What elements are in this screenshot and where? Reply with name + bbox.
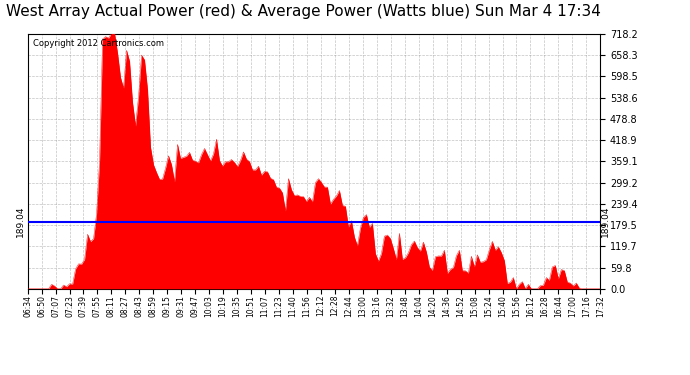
- Text: West Array Actual Power (red) & Average Power (Watts blue) Sun Mar 4 17:34: West Array Actual Power (red) & Average …: [6, 4, 601, 19]
- Text: 189.04: 189.04: [601, 206, 610, 237]
- Text: 189.04: 189.04: [16, 206, 25, 237]
- Text: Copyright 2012 Cartronics.com: Copyright 2012 Cartronics.com: [33, 39, 164, 48]
